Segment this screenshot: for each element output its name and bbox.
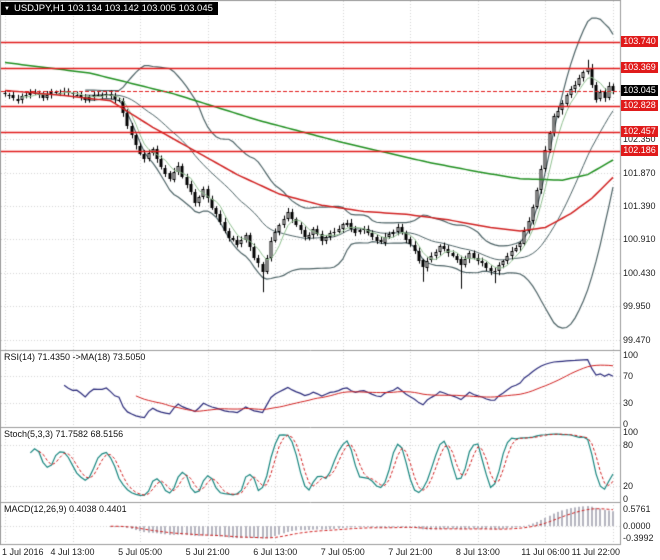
price-axis-label: 100.430 bbox=[623, 267, 656, 278]
time-axis-label: 5 Jul 05:00 bbox=[118, 547, 163, 557]
price-axis-label: 99.470 bbox=[623, 334, 651, 345]
ohlc-text: USDJPY,H1 103.134 103.142 103.005 103.04… bbox=[13, 3, 213, 14]
time-axis-label: 1 Jul 2016 bbox=[2, 547, 44, 557]
rsi-label: RSI(14) 71.4350 ->MA(18) 73.5050 bbox=[4, 352, 146, 362]
macd-axis-label: -0.3992 bbox=[623, 533, 654, 544]
hline-price-label: 102.457 bbox=[621, 125, 658, 137]
macd-axis-label: 0.0000 bbox=[623, 521, 651, 532]
symbol-marker-icon: ▼ bbox=[4, 5, 10, 12]
price-axis-label: 99.950 bbox=[623, 301, 651, 312]
macd-axis-label: 0.5761 bbox=[623, 503, 651, 514]
price-axis-label: 100.910 bbox=[623, 234, 656, 245]
time-axis-label: 4 Jul 13:00 bbox=[50, 547, 95, 557]
rsi-axis-label: 0 bbox=[623, 419, 629, 429]
time-axis-label: 11 Jul 06:00 bbox=[521, 547, 570, 557]
time-axis-label: 5 Jul 21:00 bbox=[185, 547, 230, 557]
time-axis-label: 8 Jul 13:00 bbox=[455, 547, 500, 557]
current-price-label: 103.045 bbox=[621, 84, 658, 96]
time-axis-label: 11 Jul 22:00 bbox=[571, 547, 620, 557]
stoch-axis-label: 80 bbox=[623, 440, 634, 451]
price-axis-label: 101.870 bbox=[623, 167, 656, 178]
rsi-axis-label: 100 bbox=[623, 350, 639, 360]
time-axis-label: 6 Jul 13:00 bbox=[253, 547, 298, 557]
stoch-label: Stoch(5,3,3) 71.7582 68.5156 bbox=[4, 429, 124, 439]
rsi-axis-label: 70 bbox=[623, 370, 634, 381]
rsi-axis-label: 30 bbox=[623, 398, 634, 409]
macd-label: MACD(12,26,9) 0.4038 0.4401 bbox=[4, 504, 127, 514]
price-axis-label: 101.390 bbox=[623, 200, 656, 211]
stoch-axis-label: 100 bbox=[623, 427, 639, 437]
stoch-axis-label: 20 bbox=[623, 480, 634, 491]
hline-price-label: 102.828 bbox=[621, 99, 658, 111]
price-axis-label: 102.350 bbox=[623, 134, 656, 145]
time-axis-label: 7 Jul 21:00 bbox=[388, 547, 433, 557]
hline-price-label: 103.740 bbox=[621, 36, 658, 48]
hline-price-label: 102.186 bbox=[621, 144, 658, 156]
time-axis-label: 7 Jul 05:00 bbox=[320, 547, 365, 557]
ohlc-readout: ▼ USDJPY,H1 103.134 103.142 103.005 103.… bbox=[1, 2, 218, 15]
stoch-axis-label: 0 bbox=[623, 494, 629, 504]
hline-price-label: 103.369 bbox=[621, 62, 658, 74]
